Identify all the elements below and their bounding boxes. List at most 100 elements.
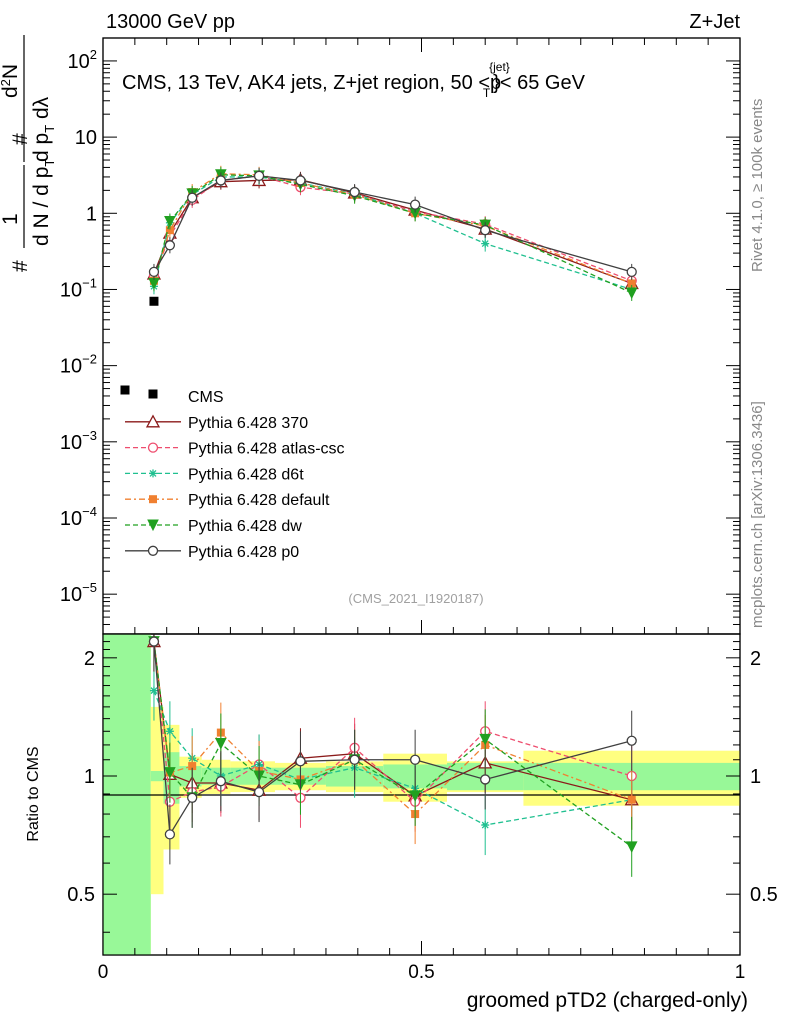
ratio-point xyxy=(409,790,421,802)
ratio-point xyxy=(295,756,306,767)
ratio-point xyxy=(480,774,491,785)
data-point xyxy=(164,216,176,228)
ratio-point xyxy=(164,767,176,779)
data-point xyxy=(295,175,306,186)
ratio-point xyxy=(215,738,227,750)
ratio-tick-label: 1 xyxy=(750,766,761,788)
legend-marker xyxy=(145,414,161,428)
data-point xyxy=(165,226,174,235)
title-sub: T xyxy=(483,86,491,100)
x-tick-label: 0.5 xyxy=(408,962,434,983)
mcplots-label: mcplots.cern.ch [arXiv:1306.3436] xyxy=(749,401,766,628)
data-point xyxy=(626,266,637,278)
data-point xyxy=(148,266,160,278)
ratio-line xyxy=(153,641,632,803)
ratio-point xyxy=(164,829,176,840)
axes: 0 0.5 1 102 10 1 10−1 10−2 10−3 10−4 10−5 2 2 1 1 0.5 0.… xyxy=(60,37,778,983)
ylabel-one: 1 xyxy=(0,213,22,225)
legend-label: Pythia 6.428 default xyxy=(188,492,330,509)
ratio-line xyxy=(153,690,632,826)
ratio-tick-label: 1 xyxy=(84,766,95,788)
ratio-point xyxy=(149,686,158,695)
legend-label: Pythia 6.428 d6t xyxy=(188,466,304,483)
legend-label: Pythia 6.428 atlas-csc xyxy=(188,441,345,458)
legend-marker xyxy=(147,442,159,453)
data-point xyxy=(253,170,265,182)
ratio-point xyxy=(479,733,492,746)
y-tick-label: 10−5 xyxy=(60,580,97,606)
watermark: (CMS_2021_I1920187) xyxy=(348,591,483,606)
ratio-point xyxy=(148,636,160,647)
legend-marker xyxy=(149,469,157,478)
ratio-point xyxy=(625,841,638,853)
ratio-point xyxy=(409,754,421,765)
header-left: 13000 GeV pp xyxy=(106,11,235,33)
y-tick-label: 1 xyxy=(86,203,97,225)
ratio-point xyxy=(627,795,636,804)
legend-label: CMS xyxy=(188,389,224,406)
series-line xyxy=(153,174,632,294)
band-inner xyxy=(179,766,202,787)
series-line xyxy=(153,175,632,282)
data-point xyxy=(480,225,491,236)
y-tick-label: 10−4 xyxy=(60,504,97,530)
series-line xyxy=(153,179,632,285)
legend-marker xyxy=(147,545,159,556)
ratio-point xyxy=(349,754,360,765)
ratio-tick-label: 2 xyxy=(84,648,95,670)
ylabel-d2n: d2N xyxy=(0,64,22,98)
ratio-point xyxy=(187,792,198,803)
ratio-line xyxy=(153,641,632,801)
header-right: Z+Jet xyxy=(689,11,740,33)
cms-data-point xyxy=(149,296,159,306)
x-axis-label: groomed pTD2 (charged-only) xyxy=(467,989,748,1012)
legend-label: Pythia 6.428 p0 xyxy=(188,544,299,561)
ratio-point xyxy=(215,776,226,787)
ratio-line xyxy=(153,641,632,815)
ratio-point xyxy=(165,727,174,736)
data-point xyxy=(409,199,421,210)
legend-marker xyxy=(147,519,159,532)
legend: CMS Pythia 6.428 370 Pythia 6.428 atlas-cs… xyxy=(120,385,345,561)
title-tail: }< 65 GeV xyxy=(493,72,585,94)
title-sup: {jet} xyxy=(489,60,510,74)
data-point xyxy=(481,239,490,248)
y-axis-label-upper: # 1 d N / d pT # d2N d pT dλ xyxy=(0,35,57,272)
y-tick-label: 10−1 xyxy=(60,275,97,301)
ratio-series xyxy=(146,634,639,877)
ylabel-hash-1: # xyxy=(9,260,32,272)
data-point xyxy=(215,175,226,186)
x-tick-label: 0 xyxy=(98,962,109,983)
legend-marker xyxy=(148,389,158,399)
ratio-point xyxy=(253,786,265,798)
y-tick-label: 10−2 xyxy=(60,352,97,378)
data-point xyxy=(349,186,360,198)
y-tick-label: 10 xyxy=(75,127,97,149)
rivet-label: Rivet 4.1.0, ≥ 100k events xyxy=(749,99,766,272)
ratio-point xyxy=(626,735,637,746)
ratio-tick-label: 2 xyxy=(750,648,761,670)
ratio-point xyxy=(481,821,490,830)
legend-label: Pythia 6.428 370 xyxy=(188,415,308,432)
chart-title: CMS, 13 TeV, AK4 jets, Z+jet region, 50 … xyxy=(122,60,586,100)
series-line xyxy=(153,175,632,273)
ratio-tick-label: 0.5 xyxy=(750,884,778,906)
y-tick-label: 10−3 xyxy=(60,428,97,454)
band-inner xyxy=(150,770,164,782)
ylabel-dpt-dlambda: d pT dλ xyxy=(30,96,57,162)
series-line xyxy=(153,176,632,291)
x-tick-label: 1 xyxy=(735,962,746,983)
data-point xyxy=(164,240,176,251)
ratio-line xyxy=(153,641,632,837)
y-tick-label: 102 xyxy=(68,47,97,73)
ylabel-hash-2: # xyxy=(9,133,32,145)
band-outer xyxy=(150,706,164,895)
upper-series xyxy=(146,165,639,306)
legend-marker xyxy=(149,495,157,504)
legend-marker xyxy=(120,385,130,395)
ratio-tick-label: 0.5 xyxy=(67,884,95,906)
ylabel-dn-dpt: d N / d pT xyxy=(30,159,57,246)
data-point xyxy=(627,279,636,288)
ratio-point xyxy=(188,762,197,771)
